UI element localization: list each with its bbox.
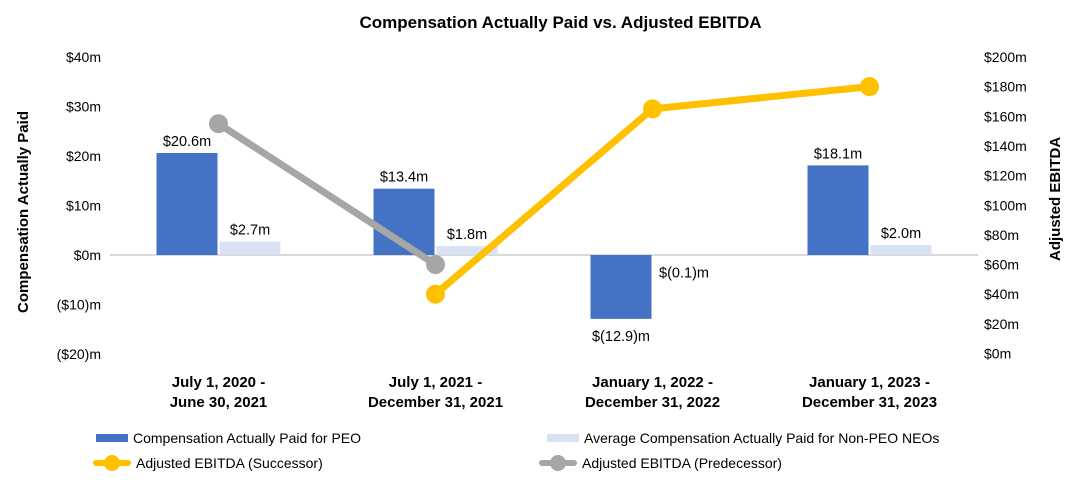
legend-line-dot (104, 455, 120, 471)
left-axis-tick: $30m (66, 99, 101, 115)
left-axis-tick: $0m (74, 247, 101, 263)
successor-point (426, 284, 445, 304)
right-axis-tick: $20m (984, 316, 1019, 332)
successor-point (860, 77, 879, 97)
right-axis-tick: $140m (984, 138, 1027, 154)
non-peo-bar (870, 245, 932, 255)
chart-title: Compensation Actually Paid vs. Adjusted … (359, 13, 762, 32)
legend-label: Adjusted EBITDA (Successor) (136, 455, 323, 471)
legend-line-dot (550, 455, 566, 471)
right-axis-tick: $120m (984, 168, 1027, 184)
non-peo-bar (219, 241, 281, 255)
bar-value-label: $2.0m (881, 226, 921, 242)
right-axis-tick: $160m (984, 108, 1027, 124)
bar-value-label: $18.1m (814, 146, 862, 162)
bar-value-label: $13.4m (380, 170, 428, 186)
peo-bar (807, 165, 869, 255)
peo-bar-swatch-icon (96, 434, 128, 442)
peo-bar (590, 255, 652, 319)
non-peo-bar-swatch-icon (547, 434, 579, 442)
bar-value-label: $(12.9)m (592, 329, 650, 345)
legend-label: Compensation Actually Paid for PEO (133, 430, 362, 446)
predecessor-line-marker-icon (539, 455, 577, 471)
right-axis-tick: $0m (984, 346, 1011, 362)
successor-line-marker-icon (93, 455, 131, 471)
left-axis-tick: ($20)m (57, 346, 101, 362)
non-peo-bar (653, 255, 715, 256)
bar-value-label: $1.8m (447, 227, 487, 243)
bar-value-label: $(0.1)m (659, 265, 709, 281)
predecessor-line (215, 120, 439, 269)
bar-value-label: $20.6m (163, 134, 211, 150)
left-axis-tick: ($10)m (57, 297, 101, 313)
legend-label: Average Compensation Actually Paid for N… (584, 430, 940, 446)
legend-item-successor-line: Adjusted EBITDA (Successor) (93, 454, 323, 472)
right-axis-tick: $200m (984, 49, 1027, 65)
legend-item-peo-bar: Compensation Actually Paid for PEO (96, 429, 361, 447)
bar-value-label: $2.7m (230, 223, 270, 239)
legend-item-predecessor-line: Adjusted EBITDA (Predecessor) (539, 454, 782, 472)
predecessor-point (209, 114, 228, 134)
non-peo-bar (436, 246, 498, 255)
left-axis-tick: $20m (66, 148, 101, 164)
legend-label: Adjusted EBITDA (Predecessor) (582, 455, 782, 471)
right-axis-tick: $80m (984, 227, 1019, 243)
left-axis-tick: $40m (66, 49, 101, 65)
peo-bar (156, 153, 218, 255)
right-axis-tick: $40m (984, 286, 1019, 302)
right-axis-tick: $60m (984, 257, 1019, 273)
legend-item-non-peo-bar: Average Compensation Actually Paid for N… (547, 429, 939, 447)
right-axis-tick: $100m (984, 197, 1027, 213)
predecessor-point (426, 255, 445, 275)
successor-point (643, 99, 662, 119)
right-axis-tick: $180m (984, 79, 1027, 95)
left-axis-tick: $10m (66, 198, 101, 214)
